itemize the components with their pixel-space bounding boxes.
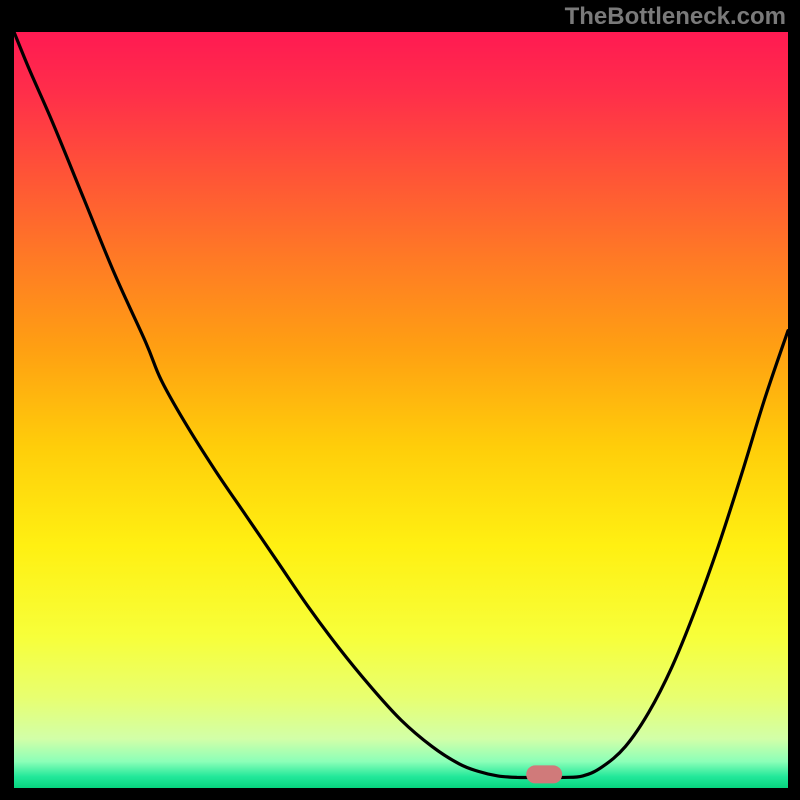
bottleneck-chart <box>14 32 788 788</box>
watermark-text: TheBottleneck.com <box>565 3 786 31</box>
chart-svg <box>14 32 788 788</box>
sweet-spot-marker <box>526 765 562 783</box>
gradient-background <box>14 32 788 788</box>
chart-root: TheBottleneck.com <box>0 0 800 800</box>
